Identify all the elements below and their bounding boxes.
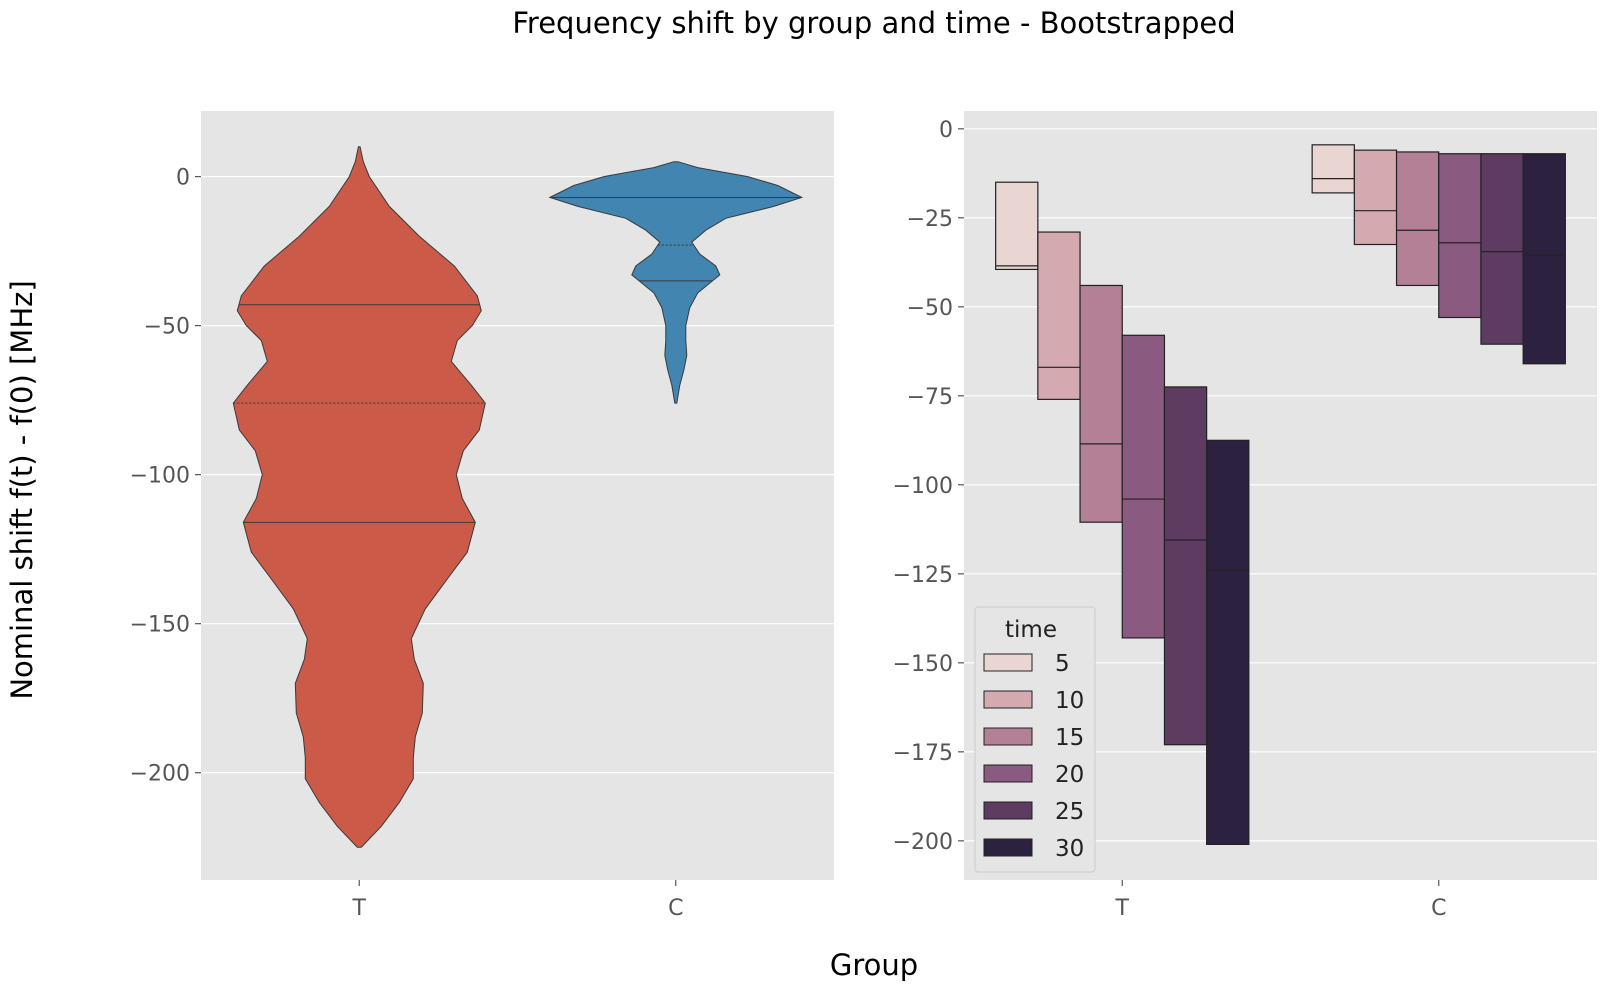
box-C-5 — [1311, 144, 1355, 194]
box-T-25 — [1163, 386, 1208, 746]
figure-title: Frequency shift by group and time - Boot… — [512, 6, 1235, 40]
legend-label-25: 25 — [1055, 799, 1084, 825]
right-ytick-label: −75 — [907, 385, 953, 410]
box-T-15 — [1079, 284, 1123, 523]
right-ytick-label: −25 — [907, 207, 953, 232]
right-ytick-label: −50 — [907, 296, 953, 321]
box-T-5 — [995, 181, 1039, 271]
box-C-15 — [1395, 151, 1440, 287]
right-ytick-label: −175 — [893, 741, 953, 766]
violin-panel: 0 −50 −100 −150 −200 T C — [130, 111, 834, 921]
figure-ylabel: Nominal shift f(t) - f(0) [MHz] — [5, 280, 39, 699]
left-xtick-label: C — [668, 896, 683, 921]
legend-swatch-25 — [983, 801, 1033, 820]
figure-xlabel: Group — [830, 948, 918, 982]
legend-swatch-15 — [983, 727, 1033, 746]
legend-label-5: 5 — [1055, 651, 1070, 677]
violin-C — [548, 161, 804, 404]
right-ytick-label: −125 — [893, 563, 953, 588]
left-xtick-label: T — [352, 896, 367, 921]
legend-swatch-5 — [983, 653, 1033, 672]
legend-swatch-30 — [983, 838, 1033, 857]
box-C-20 — [1438, 153, 1482, 319]
box-T-30 — [1206, 439, 1250, 845]
legend-label-30: 30 — [1055, 836, 1084, 862]
left-ytick-label: −100 — [130, 464, 190, 489]
legend-label-20: 20 — [1055, 762, 1084, 788]
legend-label-15: 15 — [1055, 725, 1084, 751]
legend-swatch-10 — [983, 690, 1033, 709]
legend-swatch-20 — [983, 764, 1033, 783]
box-C-30 — [1522, 153, 1566, 365]
right-ytick-label: −200 — [893, 830, 953, 855]
box-T-10 — [1037, 231, 1081, 400]
left-ytick-label: −50 — [144, 315, 190, 340]
left-ytick-label: 0 — [176, 166, 190, 191]
right-ytick-label: 0 — [939, 118, 953, 143]
right-xtick-label: T — [1115, 896, 1130, 921]
legend-title: time — [1005, 617, 1057, 643]
left-ytick-label: −200 — [130, 762, 190, 787]
right-xtick-label: C — [1431, 896, 1446, 921]
right-ytick-label: −100 — [893, 474, 953, 499]
box-C-10 — [1353, 149, 1398, 246]
box-T-20 — [1121, 334, 1166, 639]
left-ytick-label: −150 — [130, 613, 190, 638]
box-C-25 — [1480, 153, 1524, 345]
right-ytick-label: −150 — [893, 652, 953, 677]
violin-T — [232, 146, 486, 848]
legend-label-10: 10 — [1055, 688, 1084, 714]
